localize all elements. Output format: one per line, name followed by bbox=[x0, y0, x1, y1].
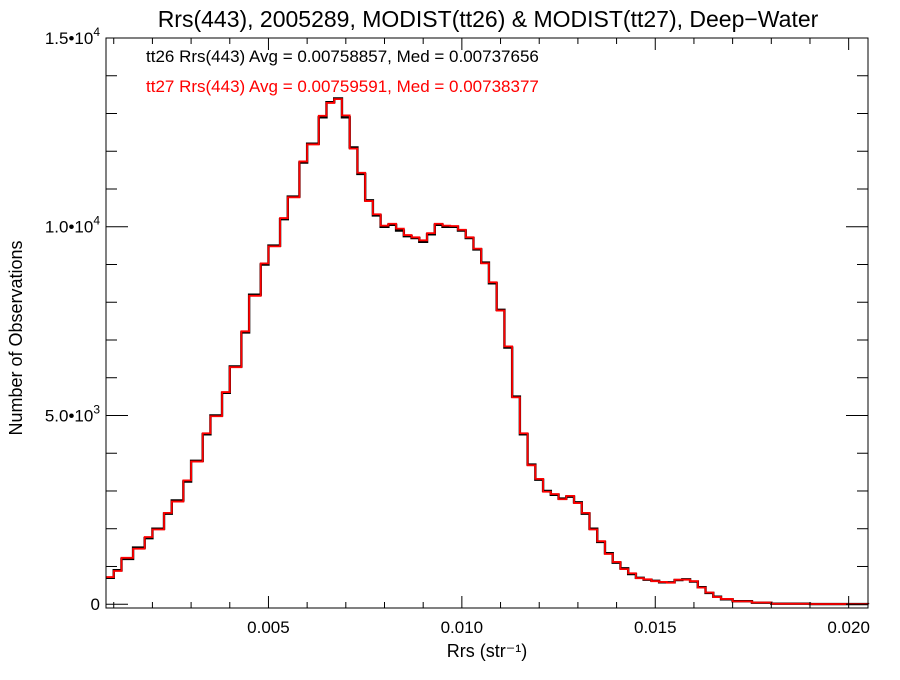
x-tick-label: 0.020 bbox=[827, 618, 870, 637]
chart-title: Rrs(443), 2005289, MODIST(tt26) & MODIST… bbox=[158, 6, 819, 32]
series-layer bbox=[106, 97, 870, 606]
x-tick-label: 0.005 bbox=[247, 618, 290, 637]
series-line-tt26 bbox=[106, 97, 870, 606]
y-tick-label: 0 bbox=[91, 595, 100, 614]
y-tick-label: 1.0•104 bbox=[45, 214, 101, 237]
y-tick-label: 5.0•103 bbox=[45, 402, 101, 425]
annotation-tt27: tt27 Rrs(443) Avg = 0.00759591, Med = 0.… bbox=[146, 77, 539, 96]
x-axis-label: Rrs (str⁻¹) bbox=[447, 641, 527, 661]
plot-frame bbox=[105, 37, 869, 609]
x-tick-label: 0.010 bbox=[441, 618, 484, 637]
series-line-tt27 bbox=[106, 98, 869, 605]
annotation-tt26: tt26 Rrs(443) Avg = 0.00758857, Med = 0.… bbox=[146, 47, 539, 66]
x-tick-label: 0.015 bbox=[634, 618, 677, 637]
y-tick-label: 1.5•104 bbox=[45, 25, 101, 48]
ticks-layer: 0.005 0.010 0.015 0.020 0 5.0•103 1.0•104 1.5•1… bbox=[45, 25, 870, 637]
y-axis-label: Number of Observations bbox=[6, 240, 26, 435]
